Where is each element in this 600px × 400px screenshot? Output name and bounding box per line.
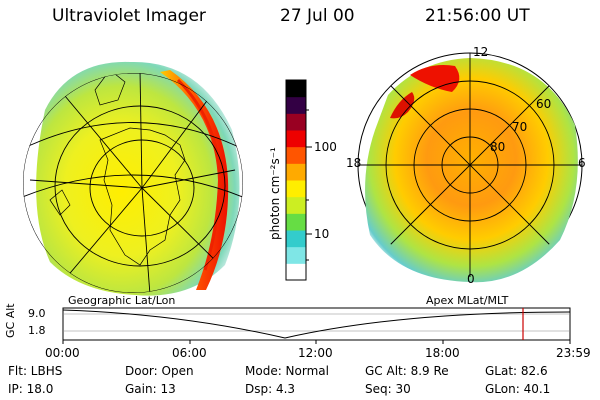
colorbar-cell <box>286 113 306 131</box>
time-label: 21:56:00 UT <box>425 6 530 26</box>
altitude-ytick-high: 9.0 <box>28 307 46 320</box>
colorbar-cell <box>286 180 306 198</box>
colorbar-cell <box>286 263 306 281</box>
colorbar-unit-label: photon cm⁻²s⁻¹ <box>268 147 282 240</box>
colorbar-cell <box>286 80 306 98</box>
colorbar-tick-100: 100 <box>314 140 337 154</box>
geographic-image <box>23 61 243 296</box>
colorbar-cell <box>286 196 306 214</box>
altitude-plot <box>62 307 571 344</box>
apex-caption: Apex MLat/MLT <box>426 294 509 307</box>
info-glat: GLat: 82.6 <box>485 364 548 378</box>
info-gain: Gain: 13 <box>125 382 176 396</box>
info-glon: GLon: 40.1 <box>485 382 551 396</box>
date-label: 27 Jul 00 <box>280 6 355 26</box>
altitude-xtick-0600: 06:00 <box>172 346 207 360</box>
altitude-xtick-0000: 00:00 <box>45 346 80 360</box>
colorbar-cell <box>286 130 306 148</box>
altitude-xtick-2359: 23:59 <box>556 346 591 360</box>
apex-lat-60: 60 <box>536 97 552 111</box>
info-filter: Flt: LBHS <box>8 364 63 378</box>
apex-mlt-0: 0 <box>467 272 475 286</box>
colorbar-cell <box>286 246 306 264</box>
altitude-xtick-1200: 12:00 <box>298 346 333 360</box>
altitude-xtick-1800: 18:00 <box>425 346 460 360</box>
apex-lat-80: 80 <box>490 140 506 154</box>
info-door: Door: Open <box>125 364 194 378</box>
info-mode: Mode: Normal <box>245 364 329 378</box>
apex-image <box>357 52 583 283</box>
colorbar <box>285 79 312 281</box>
colorbar-cell <box>286 230 306 248</box>
instrument-title: Ultraviolet Imager <box>52 6 206 26</box>
apex-mlt-12: 12 <box>473 45 489 59</box>
apex-mlt-18: 18 <box>346 156 362 170</box>
colorbar-cell <box>286 213 306 231</box>
colorbar-cell <box>286 96 306 114</box>
geographic-caption: Geographic Lat/Lon <box>68 294 176 307</box>
colorbar-tick-10: 10 <box>314 227 330 241</box>
colorbar-cell <box>286 163 306 181</box>
info-dsp: Dsp: 4.3 <box>245 382 296 396</box>
info-gc-alt: GC Alt: 8.9 Re <box>365 364 449 378</box>
apex-mlt-6: 6 <box>578 156 586 170</box>
altitude-ylabel: GC Alt <box>4 303 17 338</box>
info-ip: IP: 18.0 <box>8 382 54 396</box>
colorbar-cell <box>286 146 306 164</box>
info-seq: Seq: 30 <box>365 382 411 396</box>
apex-lat-70: 70 <box>512 120 528 134</box>
altitude-ytick-low: 1.8 <box>28 324 46 337</box>
